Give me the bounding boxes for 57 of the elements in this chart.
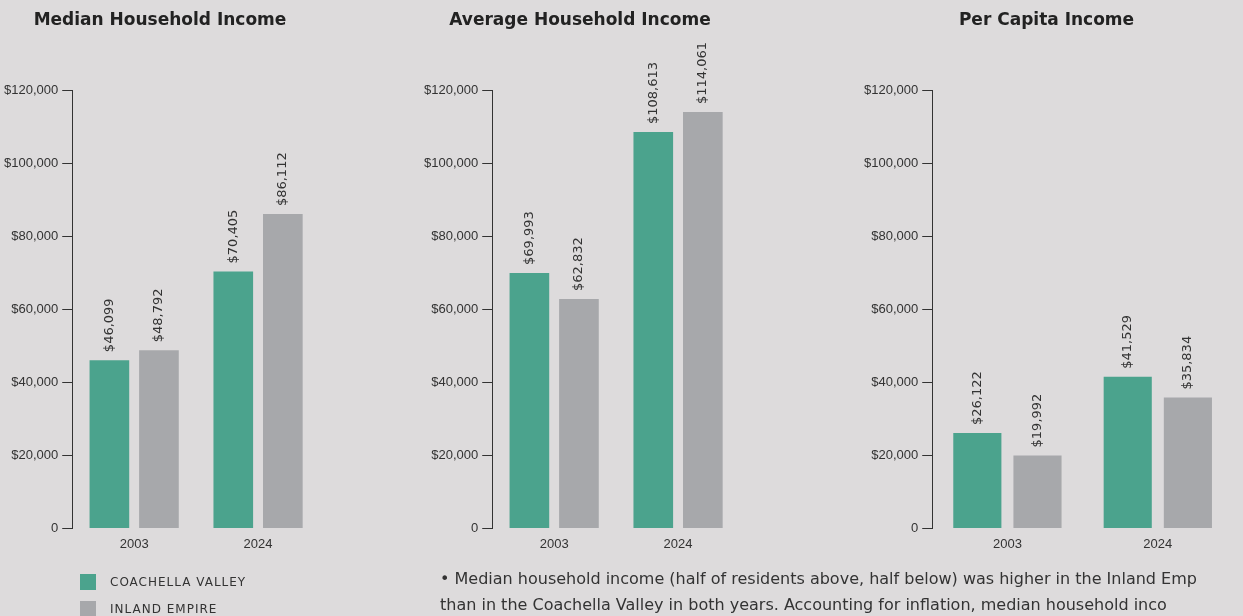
data-label: $70,405 xyxy=(224,209,240,264)
data-label: $108,613 xyxy=(644,61,660,124)
data-label: $46,099 xyxy=(100,298,116,353)
x-tick-label: 2024 xyxy=(663,535,693,551)
data-label: $86,112 xyxy=(274,152,290,207)
chart-title: Average Household Income xyxy=(449,8,711,29)
bar xyxy=(1013,455,1062,528)
legend-label: COACHELLA VALLEY xyxy=(110,574,247,589)
data-label: $48,792 xyxy=(150,288,166,343)
y-tick-label: $120,000 xyxy=(423,81,479,97)
x-tick-label: 2003 xyxy=(539,535,569,551)
y-tick-label: $80,000 xyxy=(11,227,59,243)
text: • Median household income (half of residents above, half below) was higher in the Inland Emp than in the Coachella Valley in both years. Accounting for inflation, median household inco xyxy=(440,568,1198,616)
chart-title: Median Household Income xyxy=(33,8,287,29)
bar xyxy=(683,112,723,528)
y-tick-label: 0 xyxy=(470,519,479,535)
y-tick-label: $60,000 xyxy=(11,300,59,316)
data-label: $19,992 xyxy=(1028,393,1044,448)
y-tick-label: $40,000 xyxy=(431,373,479,389)
y-tick-label: $100,000 xyxy=(423,154,479,170)
chart-title: Per Capita Income xyxy=(958,8,1135,29)
y-tick-label: $80,000 xyxy=(871,227,919,243)
y-tick-label: $40,000 xyxy=(11,373,59,389)
bar xyxy=(213,271,254,528)
y-tick-label: $20,000 xyxy=(871,446,919,462)
x-tick-label: 2024 xyxy=(1143,535,1173,551)
bar xyxy=(559,299,599,528)
data-label: $41,529 xyxy=(1119,315,1135,369)
y-tick-label: $120,000 xyxy=(3,81,59,97)
x-tick-label: 2003 xyxy=(119,535,149,551)
y-tick-label: $100,000 xyxy=(863,154,919,170)
data-label: $114,061 xyxy=(694,42,710,105)
data-label: $62,832 xyxy=(570,237,586,292)
y-tick-label: $120,000 xyxy=(863,81,919,97)
y-tick-label: $80,000 xyxy=(431,227,479,243)
x-tick-label: 2003 xyxy=(992,535,1022,551)
y-tick-label: $100,000 xyxy=(3,154,59,170)
data-label: $26,122 xyxy=(968,371,984,426)
bar xyxy=(633,131,674,528)
bar xyxy=(89,360,130,528)
bar xyxy=(1103,376,1152,528)
bar xyxy=(509,272,550,528)
y-tick-label: $20,000 xyxy=(11,446,59,462)
data-label: $69,993 xyxy=(520,211,536,265)
data-label: $35,834 xyxy=(1179,335,1195,390)
x-tick-label: 2024 xyxy=(243,535,273,551)
y-tick-label: $20,000 xyxy=(431,446,479,462)
bar xyxy=(1163,397,1212,528)
bar xyxy=(263,214,303,528)
y-tick-label: 0 xyxy=(910,519,919,535)
bar xyxy=(953,433,1002,528)
y-tick-label: $40,000 xyxy=(871,373,919,389)
bar xyxy=(139,350,179,528)
y-tick-label: $60,000 xyxy=(431,300,479,316)
y-tick-label: $60,000 xyxy=(871,300,919,316)
y-tick-label: 0 xyxy=(50,519,59,535)
legend-label: INLAND EMPIRE xyxy=(110,601,218,616)
